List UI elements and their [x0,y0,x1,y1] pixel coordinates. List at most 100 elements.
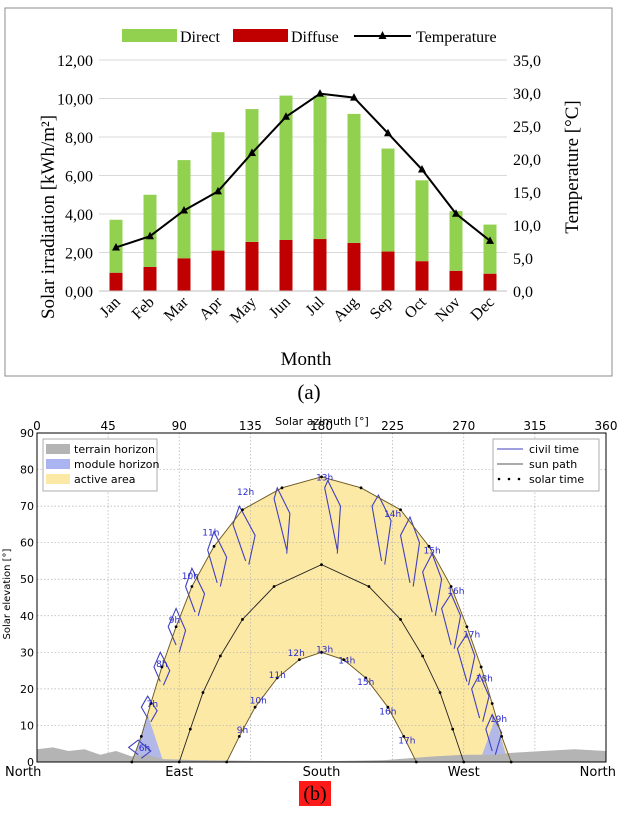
chart-a-bars [109,95,497,291]
x-tick-label: 135 [239,419,262,433]
x-tick-label: 0 [33,419,41,433]
solar-time-dot [160,665,164,669]
legend-label: solar time [529,473,584,486]
legend-label: sun path [529,458,577,471]
solar-time-dot [188,727,192,731]
y-tick-label: 6,00 [65,169,93,186]
winter-hour-label: 11h [269,671,286,681]
summer-hour-label: 13h [316,474,333,484]
chart-b-axes: 0 45 90 135 180 225 270 315 360 0 10 20 30 40 50 60 70 80… [5,419,617,780]
civil-time-curve [371,493,392,565]
chart-b-y-axis-title: Solar elevation [°] [2,548,13,639]
bar-diffuse [143,266,157,291]
solar-time-dot [201,691,205,694]
bar-diffuse [177,258,191,291]
chart-a-legend: Direct Diffuse Temperature [122,29,497,46]
solar-time-dot [241,508,244,512]
direction-label: East [165,765,193,780]
bar-diffuse [381,251,395,291]
y-tick-label: 10,00 [57,92,93,109]
temperature-marker [316,89,324,97]
solar-time-dot [190,585,194,588]
legend-swatch [46,444,70,454]
direction-label: North [580,765,616,780]
chart-a-x-axis-title: Month [281,349,332,370]
bar-diffuse [483,273,497,291]
civil-time-curve [140,695,158,723]
bar-diffuse [279,239,293,291]
summer-hour-label: 8h [156,660,167,670]
panel-a-label: (a) [297,380,320,404]
solar-time-dot [253,705,257,709]
solar-time-dot [280,486,284,490]
bar-diffuse [313,239,327,291]
y-tick-label: 2,00 [65,246,93,263]
y-tick-label: 4,00 [65,207,93,224]
chart-a-y-axis-title: Solar irradiation [kWh/m²] [38,115,59,319]
bar-direct [279,95,293,240]
summer-hour-label: 6h [139,744,150,754]
bar-diffuse [109,272,123,291]
terrain-horizon [37,747,606,762]
temperature-marker [384,128,392,137]
y-tick-label: 90 [20,427,34,440]
bar-direct [313,95,327,240]
civil-time-curve [207,530,228,587]
bar-direct [381,148,395,252]
solar-time-dot [465,625,469,629]
solar-time-dot [237,735,241,738]
bar-direct [415,180,429,262]
y-tick-label: 12,00 [57,53,93,70]
summer-hour-label: 9h [169,616,180,626]
y-tick-label: 80 [20,464,34,477]
summer-hour-label: 16h [447,587,464,597]
solar-time-dot [342,658,346,662]
temperature-marker [350,93,358,101]
temperature-line [115,92,491,249]
bar-diffuse [449,270,463,291]
temperature-marker [214,186,222,195]
summer-hour-label: 10h [182,572,199,582]
module-horizon-right [479,718,509,762]
y-tick-label: 8,00 [65,130,93,147]
y-tick-label: 60 [20,537,34,550]
bar-diffuse [415,261,429,291]
solar-time-dot [367,585,371,588]
civil-time-curve [167,607,187,653]
civil-time-curve [441,592,462,649]
bar-diffuse [347,242,361,291]
solar-time-dot [402,735,406,738]
civil-time-curve [485,713,503,755]
solar-time-dot [320,475,323,479]
x-tick-label: 90 [172,419,187,433]
winter-hour-label: 14h [338,656,355,666]
solar-time-dot [218,654,222,658]
bar-diffuse [245,241,259,291]
y2-tick-label: 5,0 [513,251,533,268]
bar-direct [347,113,361,243]
winter-hour-label: 16h [379,707,396,717]
chart-b-paths: 6h 7h 8h 9h 10h 11h 12h 13h 14h 15h 16h 17h 18h 19h 9h… [127,474,513,764]
temperature-marker [248,148,256,157]
solar-time-dot [241,618,244,621]
civil-time-curve [399,515,421,587]
x-tick-label: 225 [381,419,404,433]
legend-temperature-label: Temperature [416,29,497,46]
civil-time-curve [422,552,443,616]
civil-time-curve [471,673,490,722]
solar-time-dot [399,508,402,512]
x-tick-label: 315 [523,419,546,433]
y2-tick-label: 15,0 [513,185,541,202]
y-tick-label: 20 [20,683,34,696]
x-tick-label: 270 [452,419,475,433]
legend-swatch [46,474,70,484]
summer-hour-label: 15h [424,547,441,557]
legend-diffuse-label: Diffuse [291,29,339,46]
x-tick-label: 360 [595,419,617,433]
solar-time-dot [174,625,178,629]
legend-label: module horizon [74,458,160,471]
solar-time-dot [212,544,216,548]
direction-label: North [5,765,41,780]
solar-time-dot [438,691,442,694]
civil-time-curve [127,739,152,759]
